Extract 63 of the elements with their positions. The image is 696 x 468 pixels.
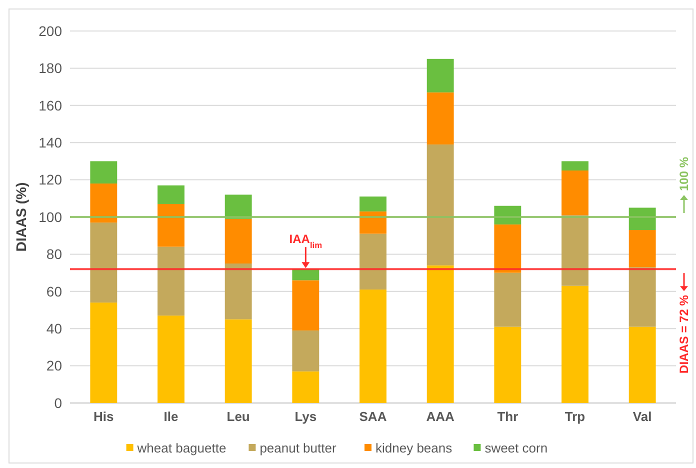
bar <box>158 185 184 204</box>
bar <box>224 319 252 403</box>
y-axis-title: DIAAS (%) <box>13 182 29 252</box>
legend-label: kidney beans <box>376 440 453 456</box>
bar <box>90 302 118 403</box>
ref-line-label: DIAAS = 72 % <box>677 294 691 374</box>
y-tick-label: 60 <box>46 283 62 300</box>
bar <box>628 230 656 268</box>
y-tick-label: 0 <box>54 394 62 411</box>
bar <box>360 211 386 234</box>
x-tick-label: Trp <box>564 409 586 424</box>
annotation: IAA$_{lim}$ <box>289 232 322 250</box>
bar <box>426 265 454 403</box>
bar <box>158 316 184 403</box>
bar <box>628 326 656 403</box>
bar <box>292 280 320 330</box>
bar <box>494 326 522 403</box>
x-tick-label: SAA <box>359 409 388 424</box>
x-tick-label: Lys <box>294 409 317 424</box>
bar <box>426 58 454 92</box>
bar <box>158 204 184 247</box>
bar <box>562 286 588 403</box>
y-tick-label: 100 <box>38 208 62 225</box>
bar <box>360 196 386 212</box>
bar <box>90 222 118 303</box>
bar <box>562 215 588 286</box>
bar <box>292 330 320 372</box>
x-tick-label: Thr <box>497 409 518 424</box>
y-tick-label: 80 <box>46 246 62 262</box>
bar <box>224 194 252 219</box>
bar <box>426 144 454 266</box>
ref-line-label: 100 % <box>677 156 691 191</box>
x-tick-label: Ile <box>164 409 178 424</box>
x-tick-label: Leu <box>226 409 250 424</box>
y-tick-label: 180 <box>38 60 62 76</box>
bar <box>360 234 386 290</box>
bar <box>628 208 656 230</box>
x-tick-label: His <box>94 409 114 424</box>
x-tick-label: Val <box>632 409 652 424</box>
bar <box>628 267 656 327</box>
bar <box>90 184 118 223</box>
bar <box>494 272 522 327</box>
bar <box>360 290 386 403</box>
y-tick-label: 40 <box>46 320 62 336</box>
bar <box>562 170 588 216</box>
bar <box>224 218 252 264</box>
x-tick-label: AAA <box>426 409 456 424</box>
bar <box>158 246 184 316</box>
y-tick-label: 140 <box>38 134 62 150</box>
bar <box>426 92 454 144</box>
y-tick-label: 160 <box>38 97 62 114</box>
legend-label: peanut butter <box>260 440 337 456</box>
y-tick-label: 120 <box>38 172 62 188</box>
bar <box>292 269 320 280</box>
legend-label: wheat baguette <box>136 440 226 456</box>
y-tick-label: 20 <box>46 358 62 374</box>
bar <box>494 224 522 273</box>
bar <box>90 161 118 184</box>
bar <box>562 161 588 170</box>
bar <box>292 371 320 403</box>
bar <box>224 264 252 320</box>
legend-label: sweet corn <box>484 440 548 456</box>
y-tick-label: 200 <box>38 22 62 39</box>
